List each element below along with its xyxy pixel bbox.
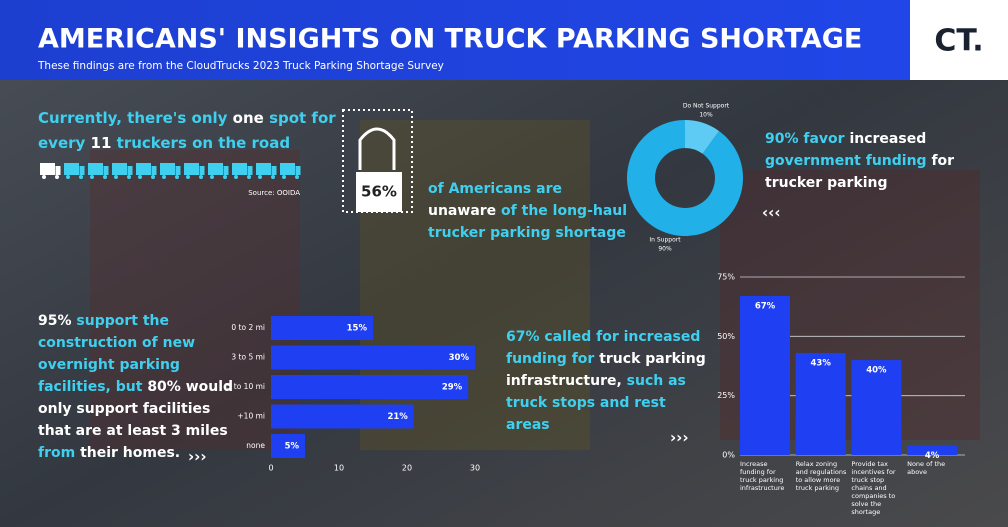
truck-icon [256,163,277,179]
truck-icon [184,163,205,179]
bar [795,352,846,455]
logo: CT. [934,24,983,59]
x-tick-label: None of the above [907,460,946,476]
y-tick-label: +10 mi [237,412,265,421]
callout-text: truckers on the road [116,134,291,152]
bar [271,316,373,340]
x-tick-label: 20 [402,464,412,473]
callout-text: unaware [428,203,497,219]
donut-slice [685,120,720,154]
callout-text: spot for every [38,109,336,152]
callout-text: 90% favor [765,131,845,147]
value-label: 43% [811,358,832,368]
arrow-left: ‹‹‹ [762,204,781,222]
value-label: 29% [442,383,463,393]
callout: 67% called for increased funding for tru… [506,326,706,436]
y-tick-label: 75% [717,273,735,282]
truck-icon [112,163,133,179]
callout-text: truck parking infrastructure, [506,351,706,389]
y-tick-label: 25% [717,391,735,400]
x-tick-label: 30 [470,464,480,473]
bar [271,375,469,399]
callout-text: from [38,445,76,461]
truck-icon [280,163,301,179]
truck-photo [90,150,300,450]
bar [271,434,305,458]
slice-value: 90% [658,246,672,253]
truck-icon [64,163,85,179]
callout-text: for trucker parking [765,153,955,191]
callout-text: government funding [765,153,927,169]
value-label: 30% [449,353,470,363]
value-label: 67% [755,301,776,311]
truck-icon [208,163,229,179]
callout: of Americans are unaware of the long-hau… [428,178,628,244]
callout: Currently, there's only one spot for eve… [38,106,338,156]
callout-text: their homes. [80,445,181,461]
door-icon [358,127,396,170]
value-label: 40% [866,366,887,376]
callout: 95% support the construction of new over… [38,310,238,464]
callout-text: 67% called for increased funding for [506,329,701,367]
title: AMERICANS' INSIGHTS ON TRUCK PARKING SHO… [38,24,862,55]
arrow-right: ››› [670,429,689,447]
y-tick-label: 0 to 2 mi [231,323,265,332]
header-band [0,0,910,80]
y-tick-label: none [246,441,265,450]
bar [271,404,414,429]
slice-value: 10% [699,112,713,119]
callout-text: Currently, there's only [38,109,228,127]
bar [271,345,475,370]
donut-slice [627,120,744,236]
y-tick-label: 0% [722,451,735,460]
arrow-right: ››› [188,448,207,466]
callout: 90% favor increased government funding f… [765,128,955,194]
truck-icon [136,163,157,179]
truck-icon [160,163,181,179]
x-tick-label: Provide tax incentives for truck stop ch… [851,460,896,516]
callout-text: 80% would only support facilities that a… [38,379,234,439]
callout-text: of Americans are [428,181,562,197]
bar [740,295,790,455]
truck-icon [40,163,61,179]
callout-text: 95% [38,313,72,329]
value-label: 4% [925,451,940,461]
callout-text: support the construction of new overnigh… [38,313,196,395]
stat-box [356,172,402,212]
callout-text: increased [849,131,927,147]
callout-text: such as truck stops and rest areas [506,373,686,433]
bar [907,445,958,455]
callout-text: 11 [90,134,112,152]
y-tick-label: 3 to 5 mi [231,353,265,362]
x-tick-label: Increase funding for truck parking infra… [740,460,785,492]
stat: 56% [361,183,397,201]
value-label: 5% [285,442,300,452]
truck-icon [232,163,253,179]
value-label: 21% [387,412,408,422]
value-label: 15% [347,324,368,334]
x-tick-label: 10 [334,464,344,473]
truck-icon [88,163,109,179]
x-tick-label: Relax zoning and regulations to allow mo… [795,460,847,492]
callout-text: of the long-haul trucker parking shortag… [428,203,628,241]
y-tick-label: 50% [717,332,735,341]
subtitle: These findings are from the CloudTrucks … [37,60,444,72]
bar [851,360,902,455]
source: Source: OOIDA [248,189,300,197]
logo-box [910,0,1008,80]
slice-label: In Support [649,237,681,244]
slice-label: Do Not Support [683,103,730,110]
x-tick-label: 0 [268,464,273,473]
y-tick-label: 5 to 10 mi [227,382,265,391]
callout-text: one [232,109,264,127]
